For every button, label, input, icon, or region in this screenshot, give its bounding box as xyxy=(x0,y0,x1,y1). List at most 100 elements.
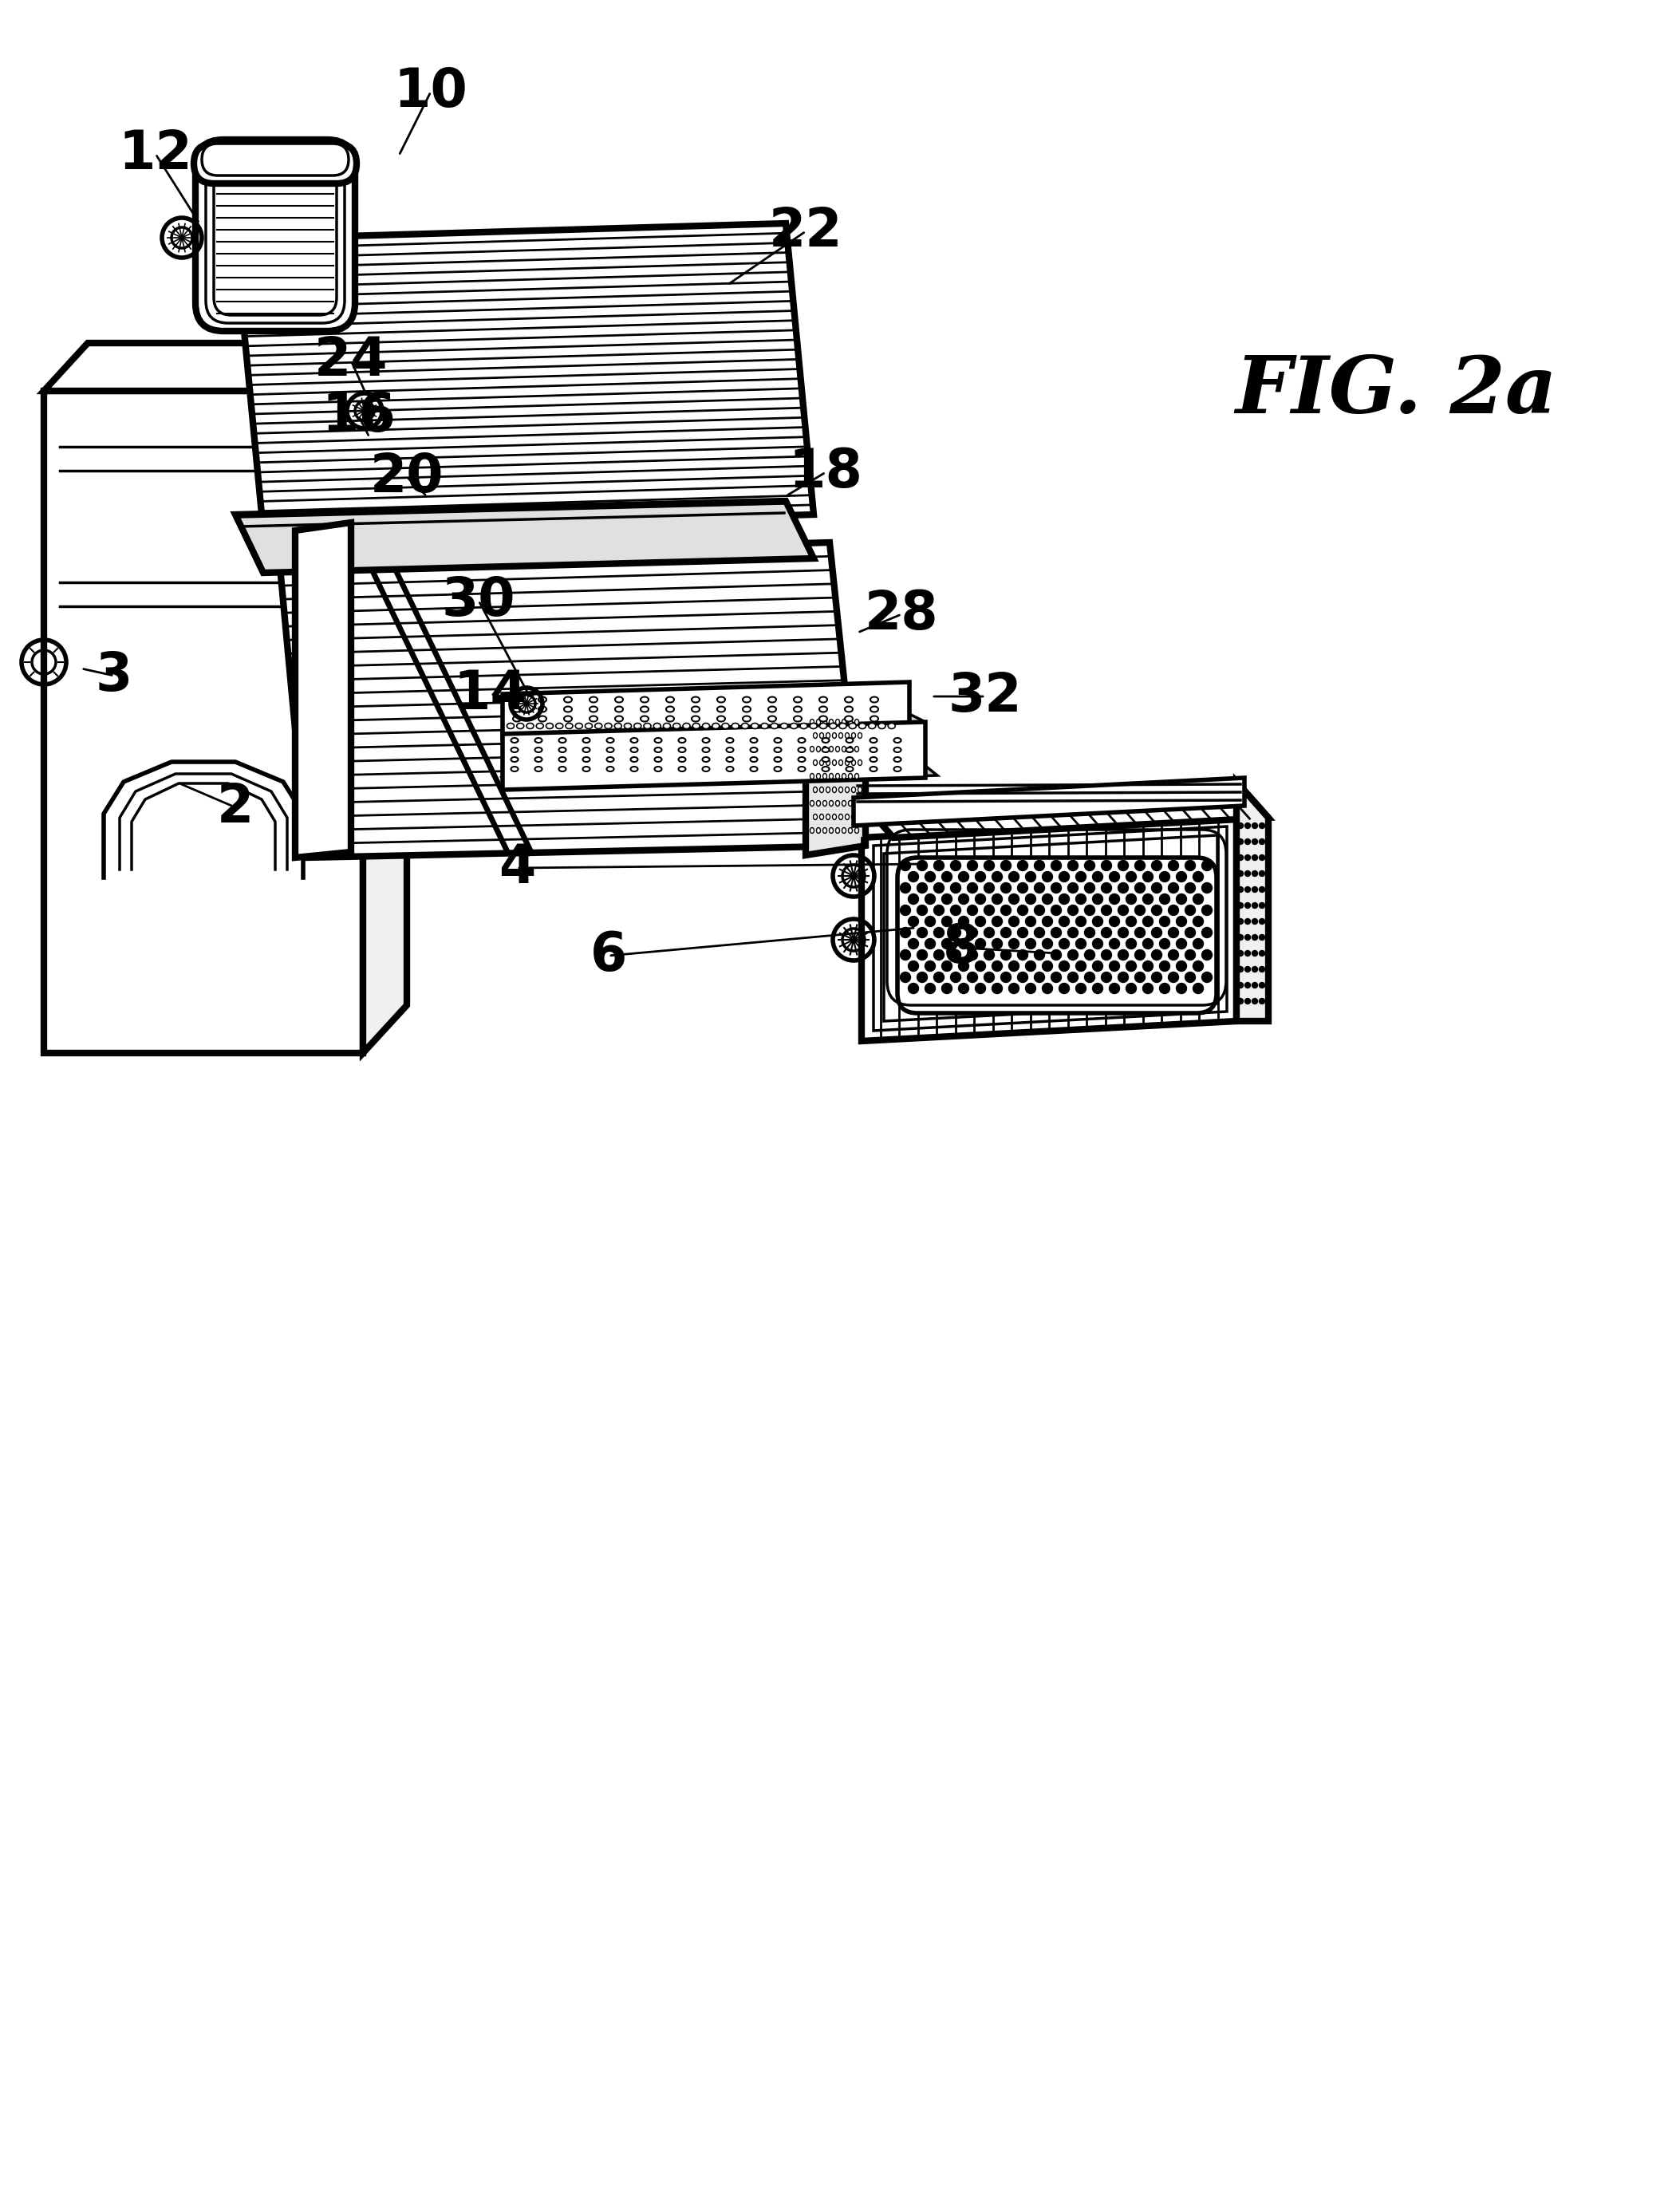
Circle shape xyxy=(1142,916,1152,927)
Ellipse shape xyxy=(820,814,823,819)
Circle shape xyxy=(1260,966,1265,973)
Circle shape xyxy=(1085,949,1095,960)
Polygon shape xyxy=(296,522,351,858)
Circle shape xyxy=(1109,984,1119,993)
Circle shape xyxy=(926,962,936,971)
Circle shape xyxy=(959,984,969,993)
Ellipse shape xyxy=(827,814,830,819)
Ellipse shape xyxy=(879,724,885,729)
Ellipse shape xyxy=(702,766,709,770)
Polygon shape xyxy=(853,777,1245,825)
Circle shape xyxy=(1018,927,1028,938)
Circle shape xyxy=(1134,905,1146,916)
Text: 14: 14 xyxy=(454,667,528,720)
Circle shape xyxy=(900,927,911,938)
Ellipse shape xyxy=(583,748,590,753)
Circle shape xyxy=(1025,894,1037,905)
Circle shape xyxy=(1159,894,1169,905)
Circle shape xyxy=(951,973,961,982)
Polygon shape xyxy=(235,502,813,572)
Circle shape xyxy=(942,938,953,949)
Polygon shape xyxy=(502,722,926,790)
Polygon shape xyxy=(363,343,407,1052)
Circle shape xyxy=(1245,999,1250,1004)
Ellipse shape xyxy=(847,737,853,742)
Ellipse shape xyxy=(630,766,638,770)
Circle shape xyxy=(974,984,986,993)
Ellipse shape xyxy=(630,748,638,753)
Circle shape xyxy=(1058,962,1070,971)
Circle shape xyxy=(1159,984,1169,993)
Circle shape xyxy=(1238,918,1243,924)
Polygon shape xyxy=(502,766,937,788)
Ellipse shape xyxy=(827,759,830,766)
Circle shape xyxy=(1134,973,1146,982)
Ellipse shape xyxy=(848,720,852,724)
Circle shape xyxy=(926,916,936,927)
Ellipse shape xyxy=(870,757,877,762)
Ellipse shape xyxy=(870,737,877,742)
Circle shape xyxy=(1126,962,1136,971)
Circle shape xyxy=(1102,973,1112,982)
Ellipse shape xyxy=(664,724,670,729)
Circle shape xyxy=(1042,938,1053,949)
Circle shape xyxy=(1058,872,1070,883)
Ellipse shape xyxy=(511,748,517,753)
Circle shape xyxy=(909,872,919,883)
Ellipse shape xyxy=(820,788,823,792)
Circle shape xyxy=(959,872,969,883)
Ellipse shape xyxy=(810,720,815,724)
Circle shape xyxy=(1260,839,1265,845)
Circle shape xyxy=(1035,905,1045,916)
Ellipse shape xyxy=(798,766,805,770)
Ellipse shape xyxy=(630,737,638,742)
Circle shape xyxy=(1109,872,1119,883)
Ellipse shape xyxy=(845,788,848,792)
Ellipse shape xyxy=(743,698,751,702)
Ellipse shape xyxy=(835,801,840,806)
Circle shape xyxy=(1052,861,1062,872)
Ellipse shape xyxy=(852,788,855,792)
Ellipse shape xyxy=(606,748,613,753)
Circle shape xyxy=(1245,951,1250,955)
Ellipse shape xyxy=(702,757,709,762)
Circle shape xyxy=(1238,999,1243,1004)
Ellipse shape xyxy=(858,788,862,792)
Ellipse shape xyxy=(674,724,680,729)
Circle shape xyxy=(1168,861,1179,872)
Circle shape xyxy=(1018,973,1028,982)
Ellipse shape xyxy=(590,698,598,702)
Ellipse shape xyxy=(559,757,566,762)
Circle shape xyxy=(1151,927,1163,938)
Circle shape xyxy=(934,883,944,894)
Circle shape xyxy=(917,861,927,872)
Circle shape xyxy=(1092,984,1102,993)
Circle shape xyxy=(1035,861,1045,872)
Ellipse shape xyxy=(816,773,820,779)
Ellipse shape xyxy=(894,766,900,770)
Circle shape xyxy=(1085,905,1095,916)
Text: 16: 16 xyxy=(323,390,396,442)
Circle shape xyxy=(1252,935,1258,940)
Circle shape xyxy=(1134,927,1146,938)
Circle shape xyxy=(1035,973,1045,982)
Ellipse shape xyxy=(838,733,843,737)
Text: 4: 4 xyxy=(499,841,536,894)
Circle shape xyxy=(900,861,911,872)
Circle shape xyxy=(1260,823,1265,828)
Ellipse shape xyxy=(848,801,852,806)
Circle shape xyxy=(974,938,986,949)
Ellipse shape xyxy=(590,715,598,722)
Circle shape xyxy=(1068,905,1079,916)
Circle shape xyxy=(1102,861,1112,872)
Ellipse shape xyxy=(726,737,734,742)
Ellipse shape xyxy=(838,759,843,766)
Ellipse shape xyxy=(855,828,858,834)
Ellipse shape xyxy=(840,724,847,729)
Circle shape xyxy=(942,894,953,905)
Ellipse shape xyxy=(842,720,847,724)
Ellipse shape xyxy=(559,748,566,753)
Ellipse shape xyxy=(894,737,900,742)
Circle shape xyxy=(909,894,919,905)
Polygon shape xyxy=(279,541,862,858)
